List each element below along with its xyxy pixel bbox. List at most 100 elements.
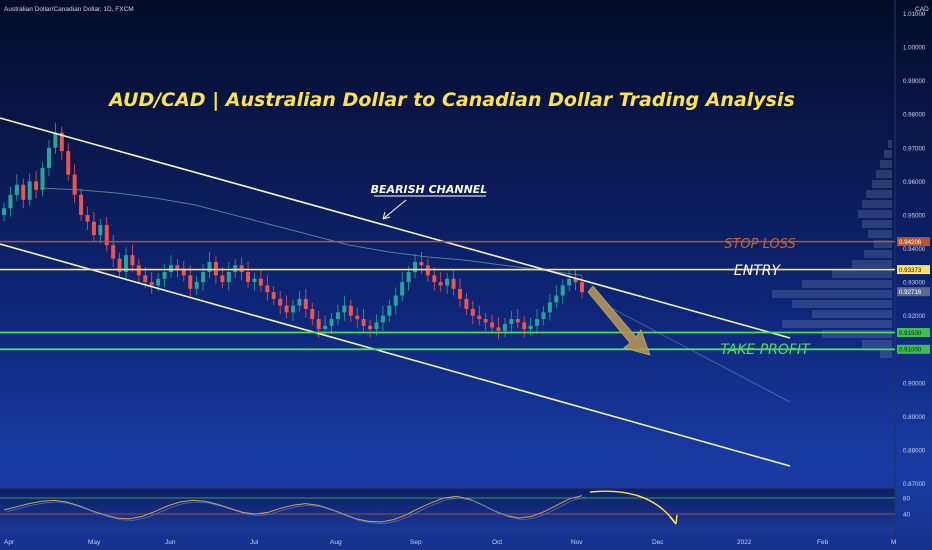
time-tick-label: Apr — [4, 539, 15, 546]
channel-upper-line[interactable] — [0, 117, 791, 339]
price-tick-label: 0.88000 — [903, 448, 926, 455]
channel-pointer-arrow-head — [382, 211, 391, 220]
candle-body — [201, 272, 206, 283]
volume-profile-bar — [832, 270, 892, 278]
volume-profile-bar — [876, 170, 892, 178]
candle-body — [104, 225, 109, 246]
volume-profile-bar — [792, 300, 892, 308]
price-tick-label: 0.94000 — [903, 246, 926, 253]
candle-body — [457, 288, 462, 299]
candle-body — [355, 315, 360, 320]
time-tick-label: 2022 — [737, 539, 752, 546]
volume-profile-bar — [862, 220, 892, 228]
candle-body — [124, 255, 129, 273]
volume-profile-bar — [868, 230, 892, 238]
price-tick-label: 0.89000 — [903, 414, 926, 421]
candle-body — [464, 298, 469, 309]
candle-body — [194, 282, 199, 289]
candle-body — [310, 308, 315, 320]
candle-body — [368, 325, 373, 330]
candle-body — [303, 298, 308, 309]
price-tag-bg — [897, 344, 930, 354]
price-tag-label: 0.93373 — [899, 267, 922, 274]
price-axis: 1.01000 1.00000 0.99000 0.98000 0.97000 0.960… — [903, 11, 926, 488]
candle-body — [535, 319, 540, 326]
volume-profile-bar — [822, 330, 892, 338]
take-profit-label: TAKE PROFIT — [720, 342, 811, 358]
candle-body — [72, 174, 77, 195]
candle-body — [188, 275, 193, 289]
stop-loss-label: STOP LOSS — [724, 237, 796, 252]
price-tag-bg — [897, 287, 930, 297]
price-tags: 0.94206 0.93373 0.92716 0.91500 0.91000 — [897, 237, 930, 354]
oscillator-level-label: 80 — [903, 495, 910, 502]
projection-line — [599, 301, 791, 403]
candle-body — [490, 322, 495, 328]
bearish-projection-arrow — [587, 285, 651, 356]
price-tick-label: 0.96000 — [903, 179, 926, 186]
candle-body — [8, 194, 13, 209]
time-axis: Apr May Jun Jul Aug Sep Oct Nov Dec 2022 Feb M — [4, 539, 896, 546]
candle-body — [207, 261, 212, 273]
volume-profile-bar — [862, 200, 892, 208]
candle-body — [291, 305, 295, 313]
moving-average — [39, 187, 583, 276]
candle-body — [316, 319, 321, 330]
volume-profile-bar — [888, 140, 892, 148]
volume-profile-bar — [862, 340, 892, 348]
volume-profile-bar — [864, 250, 892, 258]
time-tick-label: Aug — [330, 539, 342, 546]
candle-body — [580, 282, 584, 293]
candle-body — [168, 265, 173, 273]
candle-body — [413, 261, 418, 273]
candle-body — [554, 295, 559, 303]
volume-profile-bar — [852, 260, 892, 268]
candle-body — [567, 278, 572, 286]
time-tick-label: Sep — [410, 539, 422, 546]
volume-profile-bar — [802, 280, 892, 288]
candle-body — [239, 265, 244, 273]
volume-profile-bar — [858, 210, 892, 218]
candle-body — [335, 312, 340, 320]
channel-lower-line[interactable] — [0, 243, 791, 467]
chart-title: AUD/CAD | Australian Dollar to Canadian … — [107, 89, 795, 111]
price-tick-label: 0.92000 — [903, 313, 926, 320]
candle-body — [117, 258, 122, 273]
volume-profile-bar — [772, 290, 892, 298]
entry-label: ENTRY — [734, 263, 782, 279]
candle-body — [252, 278, 257, 283]
price-tag-label: 0.91500 — [899, 330, 922, 337]
volume-profile-bar — [880, 160, 892, 168]
candle-body — [502, 324, 507, 331]
candle-body — [181, 268, 186, 276]
candle-body — [348, 305, 353, 316]
candle-body — [438, 282, 443, 286]
candle-body — [451, 278, 456, 289]
candle-body — [40, 167, 45, 190]
oscillator-arrow — [589, 490, 677, 525]
candle-body — [130, 255, 135, 266]
candle-body — [477, 315, 482, 320]
candle-body — [560, 285, 565, 296]
candle-body — [284, 305, 289, 313]
candle-body — [111, 245, 116, 259]
time-tick-label: M — [891, 539, 896, 546]
candle-body — [91, 221, 96, 236]
candle-body — [329, 319, 334, 326]
price-tag-bg — [897, 237, 930, 247]
candle-body — [149, 282, 154, 286]
price-tick-label: 0.97000 — [903, 145, 926, 152]
candle-body — [233, 265, 238, 273]
candle-body — [393, 295, 398, 306]
candle-body — [21, 184, 26, 200]
candle-body — [470, 308, 475, 316]
candle-body — [53, 132, 58, 148]
candle-body — [271, 292, 276, 299]
candle-body — [419, 261, 424, 266]
volume-profile — [772, 140, 892, 358]
price-tick-label: 0.90000 — [903, 380, 926, 387]
candle-body — [34, 181, 39, 190]
candle-body — [483, 319, 488, 323]
candle-body — [509, 319, 514, 325]
